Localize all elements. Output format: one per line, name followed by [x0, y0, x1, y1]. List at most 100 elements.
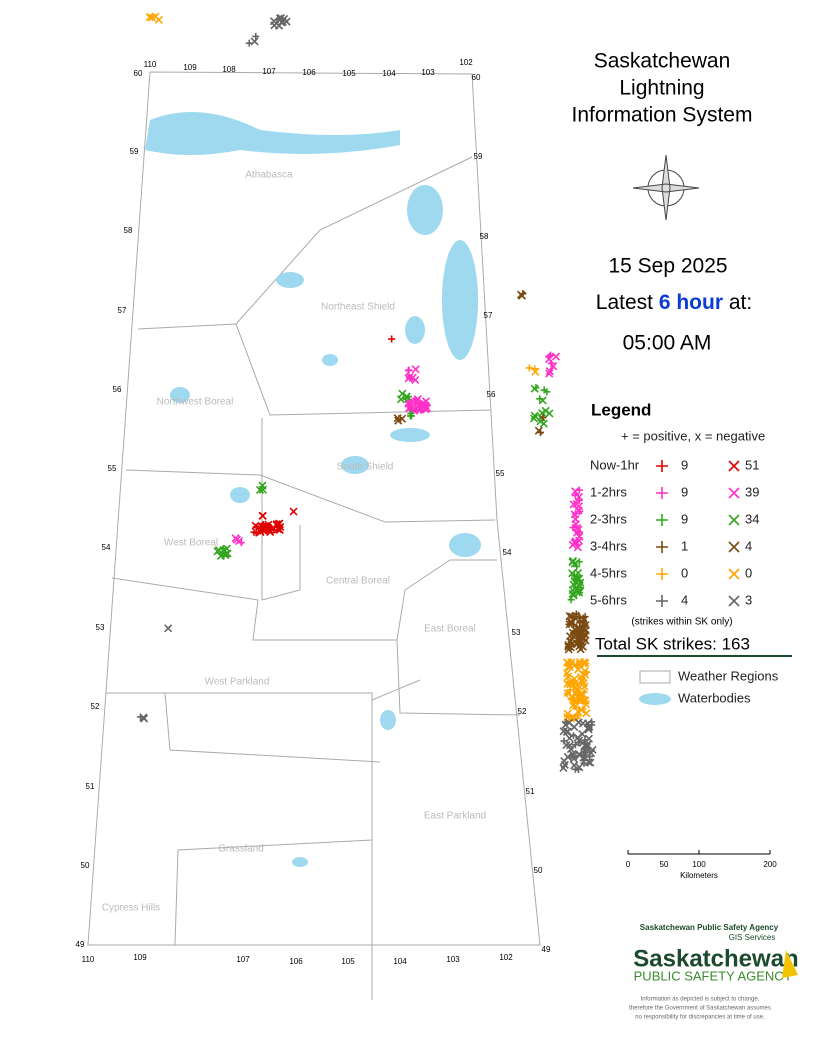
strike-positive	[252, 529, 260, 537]
strike-negative	[549, 362, 558, 371]
strike-negative	[534, 426, 543, 435]
strike-negative	[584, 734, 593, 743]
strike-positive	[408, 403, 416, 411]
scale-tick: 100	[692, 860, 706, 869]
strike-negative	[570, 761, 579, 770]
disclaimer: Information as depicted is subject to ch…	[641, 997, 760, 1003]
strike-negative	[581, 670, 590, 679]
title: Information System	[572, 104, 753, 127]
strike-positive	[560, 737, 568, 745]
legend-count: 9	[681, 457, 688, 472]
strike-negative	[275, 21, 284, 30]
period-suffix: at:	[729, 291, 752, 314]
strike-positive	[571, 741, 579, 749]
legend-label: 4-5hrs	[590, 565, 627, 580]
strike-negative	[578, 719, 588, 728]
lon-label: 106	[289, 957, 303, 966]
strike-negative	[419, 399, 428, 408]
legend-count: 3	[745, 592, 752, 607]
period: Latest 6 hour at:	[596, 291, 752, 314]
strike-negative	[581, 636, 590, 645]
strike-negative	[571, 515, 580, 524]
strike-negative	[235, 536, 244, 546]
lon-label: 109	[133, 953, 147, 962]
strike-positive	[656, 487, 668, 499]
region-label: East Boreal	[424, 624, 476, 635]
strike-positive	[574, 712, 582, 720]
lat-label: 54	[503, 548, 512, 557]
scale-tick: 50	[660, 860, 669, 869]
lon-label: 102	[499, 953, 513, 962]
strike-positive	[656, 568, 668, 580]
region-label: East Parkland	[424, 811, 486, 822]
strike-positive	[569, 524, 577, 532]
strike-positive	[580, 616, 588, 624]
lon-label: 105	[341, 957, 355, 966]
lon-label: 110	[144, 60, 157, 69]
strike-negative	[258, 485, 267, 494]
strike-negative	[411, 365, 420, 374]
strike-negative	[408, 373, 417, 382]
strike-negative	[566, 617, 575, 627]
strike-negative	[565, 718, 574, 727]
region-label: Northwest Boreal	[157, 397, 234, 408]
lat-label: 50	[81, 861, 90, 870]
strike-negative	[580, 682, 589, 691]
lat-label: 58	[124, 226, 133, 235]
strike-positive	[536, 395, 544, 403]
strike-negative	[571, 629, 580, 638]
scale-unit: Kilometers	[680, 871, 718, 880]
strike-negative	[250, 37, 259, 46]
strike-positive	[547, 351, 555, 359]
lat-label: 55	[496, 469, 505, 478]
strike-negative	[571, 487, 580, 496]
scale-bar	[627, 850, 771, 855]
period-prefix: Latest	[596, 291, 653, 314]
strike-positive	[525, 364, 533, 372]
lon-label: 103	[421, 68, 435, 77]
compass	[632, 154, 700, 221]
lat-label: 49	[542, 945, 551, 954]
strike-negative	[139, 713, 148, 722]
strike-negative	[574, 506, 583, 515]
strike-positive	[566, 686, 574, 694]
disclaimer: therefore the Government of Saskatchewan…	[629, 1006, 771, 1012]
strike-positive	[572, 610, 580, 618]
strike-negative	[582, 709, 591, 718]
total: Total SK strikes: 163	[595, 634, 750, 653]
strike-negative	[560, 760, 569, 769]
legend-label: 2-3hrs	[590, 511, 627, 526]
strike-positive	[656, 595, 668, 607]
scale-tick: 200	[763, 860, 777, 869]
strike-positive	[656, 514, 668, 526]
strike-negative	[264, 520, 273, 529]
strike-negative	[575, 659, 584, 669]
lon-label: 107	[262, 67, 276, 76]
strike-negative	[541, 406, 550, 415]
lat-label: 56	[113, 385, 122, 394]
strike-negative	[274, 520, 283, 529]
legend-count: 0	[681, 565, 688, 580]
strike-negative	[728, 541, 740, 553]
strike-negative	[573, 733, 582, 742]
disclaimer: no responsibility for discrepancies at t…	[635, 1015, 765, 1021]
region-label: South Shield	[337, 462, 394, 473]
legend-count: 9	[681, 511, 688, 526]
strike-positive	[252, 32, 260, 40]
strike-positive	[539, 414, 547, 422]
legend-label: 5-6hrs	[590, 592, 627, 607]
lat-label: 58	[480, 232, 489, 241]
legend-count: 34	[745, 511, 759, 526]
lon-label: 108	[222, 65, 236, 74]
strike-negative	[571, 614, 580, 623]
strike-negative	[216, 551, 225, 560]
province	[87, 71, 541, 1000]
lat-label: 57	[118, 306, 127, 315]
strike-negative	[570, 559, 579, 568]
strike-positive	[580, 759, 588, 767]
lon-label: 106	[302, 68, 316, 77]
date: 15 Sep 2025	[608, 255, 727, 278]
lon-label: 107	[236, 955, 250, 964]
strike-negative	[516, 290, 526, 299]
